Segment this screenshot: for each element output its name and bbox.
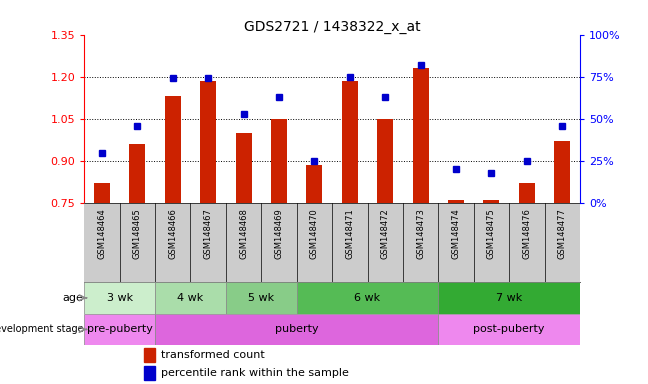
Bar	[155, 314, 438, 345]
Bar	[342, 81, 358, 203]
Text: GSM148473: GSM148473	[416, 209, 425, 260]
Bar	[200, 81, 216, 203]
Bar	[226, 282, 297, 314]
Bar	[94, 183, 110, 203]
Bar	[413, 68, 428, 203]
Text: GSM148469: GSM148469	[275, 209, 283, 259]
Bar	[297, 282, 438, 314]
Bar	[165, 96, 181, 203]
Bar	[155, 282, 226, 314]
Bar	[519, 183, 535, 203]
Text: GSM148465: GSM148465	[133, 209, 142, 259]
Text: puberty: puberty	[275, 324, 319, 334]
Text: 4 wk: 4 wk	[178, 293, 203, 303]
Bar	[84, 282, 155, 314]
Text: GSM148466: GSM148466	[168, 209, 178, 260]
Bar	[84, 314, 155, 345]
Text: 6 wk: 6 wk	[354, 293, 380, 303]
Bar	[377, 119, 393, 203]
Text: development stage: development stage	[0, 324, 84, 334]
Bar	[271, 119, 287, 203]
Text: age: age	[63, 293, 84, 303]
Text: percentile rank within the sample: percentile rank within the sample	[161, 368, 349, 378]
Text: GSM148477: GSM148477	[558, 209, 567, 260]
Text: GSM148472: GSM148472	[381, 209, 389, 259]
Bar	[236, 133, 251, 203]
Bar	[144, 348, 155, 362]
Text: transformed count: transformed count	[161, 350, 265, 360]
Bar	[438, 314, 580, 345]
Bar	[483, 200, 500, 203]
Text: GSM148475: GSM148475	[487, 209, 496, 259]
Text: GSM148476: GSM148476	[522, 209, 531, 260]
Bar	[130, 144, 145, 203]
Text: pre-puberty: pre-puberty	[87, 324, 152, 334]
Text: 5 wk: 5 wk	[248, 293, 274, 303]
Text: 7 wk: 7 wk	[496, 293, 522, 303]
Text: GSM148470: GSM148470	[310, 209, 319, 259]
Text: GSM148471: GSM148471	[345, 209, 354, 259]
Text: post-puberty: post-puberty	[474, 324, 545, 334]
Bar	[144, 366, 155, 380]
Bar	[307, 165, 322, 203]
Text: GSM148464: GSM148464	[97, 209, 106, 259]
Title: GDS2721 / 1438322_x_at: GDS2721 / 1438322_x_at	[244, 20, 421, 33]
Bar	[448, 200, 464, 203]
Text: GSM148468: GSM148468	[239, 209, 248, 260]
Text: GSM148474: GSM148474	[452, 209, 461, 259]
Text: 3 wk: 3 wk	[106, 293, 133, 303]
Bar	[438, 282, 580, 314]
Text: GSM148467: GSM148467	[203, 209, 213, 260]
Bar	[554, 141, 570, 203]
